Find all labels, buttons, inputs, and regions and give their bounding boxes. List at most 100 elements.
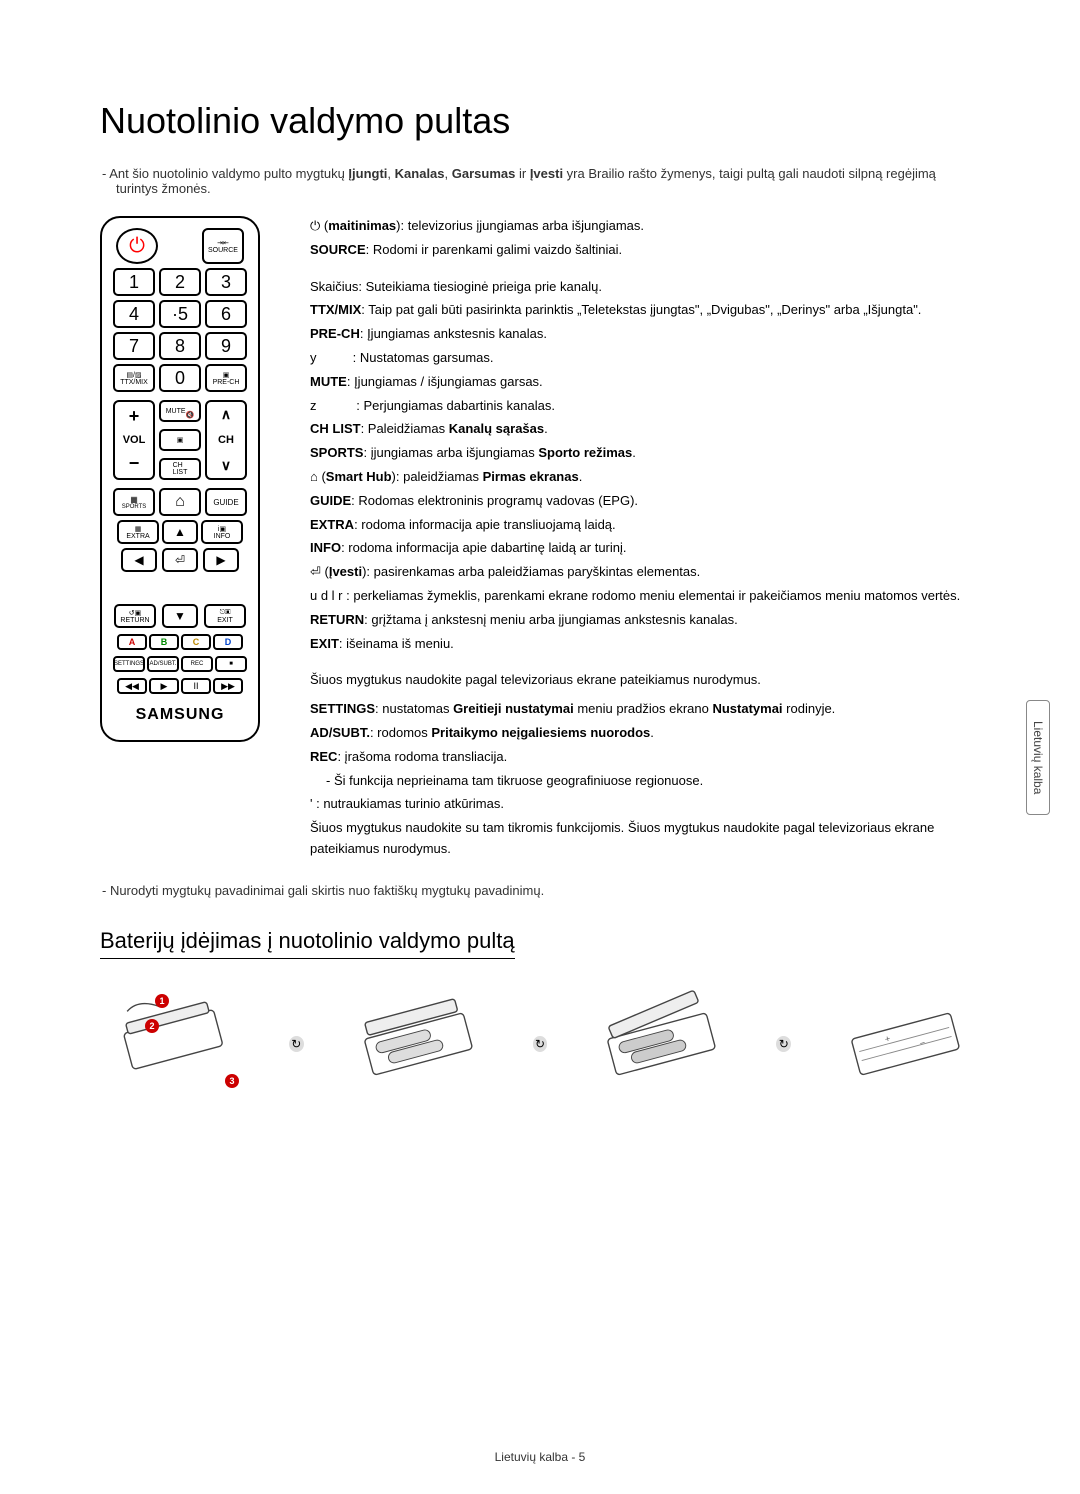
text: : Taip pat gali būti pasirinkta parinkti… <box>361 302 921 317</box>
arrow-icon: ↻ <box>776 1036 791 1052</box>
text: INFO <box>214 533 231 540</box>
text: Pirmas ekranas <box>483 469 579 484</box>
text: ▦ <box>135 525 142 533</box>
text: REC <box>310 749 337 764</box>
text: Įvesti <box>329 564 362 579</box>
text: Greitieji nustatymai <box>453 701 574 716</box>
text: CH <box>218 434 234 446</box>
text: : rodoma informacija apie dabartinę laid… <box>341 540 626 555</box>
battery-fig-3 <box>587 989 736 1099</box>
text: : nustatomas <box>375 701 453 716</box>
dpad-enter: ⏎ <box>162 548 198 572</box>
text: RETURN <box>310 612 364 627</box>
arrow-icon: ↻ <box>533 1036 548 1052</box>
info-button: i▣INFO <box>201 520 243 544</box>
channel-block: ∧ CH ∨ <box>205 400 247 480</box>
color-c: C <box>181 634 211 650</box>
text: ⏎ ( <box>310 564 329 579</box>
text: ↺▣ <box>129 609 141 617</box>
stop-button: ■ <box>215 656 247 672</box>
remote-diagram: ⏻ ⇥⇤ SOURCE 1 2 3 4 ·5 6 7 8 9 <box>100 216 280 863</box>
desc-enter: ⏎ (Įvesti): pasirenkamas arba paleidžiam… <box>310 562 980 583</box>
badge-2: 2 <box>145 1019 159 1033</box>
text <box>317 398 357 413</box>
text: SOURCE <box>208 247 238 254</box>
text: . <box>544 421 548 436</box>
sports-button: ▦SPORTS <box>113 488 155 516</box>
chlist-button: CH LIST <box>159 458 201 480</box>
prech-button: ▣ PRE-CH <box>205 364 247 392</box>
num-1: 1 <box>113 268 155 296</box>
text: TTX/MIX <box>310 302 361 317</box>
text <box>317 350 353 365</box>
main-layout: ⏻ ⇥⇤ SOURCE 1 2 3 4 ·5 6 7 8 9 <box>100 216 980 863</box>
source-button: ⇥⇤ SOURCE <box>202 228 244 264</box>
desc-arrows: u d l r : perkeliamas žymeklis, parenkam… <box>310 586 980 607</box>
text: : Perjungiamas dabartinis kanalas. <box>356 398 555 413</box>
text: : grįžtama į ankstesnį meniu arba įjungi… <box>364 612 738 627</box>
dpad: ▦EXTRA ▲ i▣INFO ◀ ⏎ ▶ <box>115 520 245 600</box>
text: , <box>445 166 452 181</box>
extra-button: ▦EXTRA <box>117 520 159 544</box>
text: : rodomos <box>370 725 431 740</box>
samsung-logo: SAMSUNG <box>110 706 250 724</box>
battery-heading: Baterijų įdėjimas į nuotolinio valdymo p… <box>100 928 515 959</box>
color-b: B <box>149 634 179 650</box>
badge-1: 1 <box>155 994 169 1008</box>
desc-info: INFO: rodoma informacija apie dabartinę … <box>310 538 980 559</box>
text: INFO <box>310 540 341 555</box>
page-title: Nuotolinio valdymo pultas <box>100 100 980 142</box>
text: : Įjungiamas ankstesnis kanalas. <box>360 326 547 341</box>
descriptions: ⏻ (maitinimas): televizorius įjungiamas … <box>310 216 980 863</box>
text: . <box>650 725 654 740</box>
desc-chlist: CH LIST: Paleidžiamas Kanalų sąrašas. <box>310 419 980 440</box>
text: Kanalų sąrašas <box>449 421 544 436</box>
desc-numbers: Skaičius: Suteikiama tiesioginė prieiga … <box>310 277 980 298</box>
text: ⏻ ( <box>310 218 328 233</box>
text: SOURCE <box>310 242 366 257</box>
mid-buttons: MUTE🔇 ▣ CH LIST <box>159 400 201 480</box>
text: rodinyje. <box>783 701 836 716</box>
battery-fig-2 <box>344 989 493 1099</box>
num-6: 6 <box>205 300 247 328</box>
text: MUTE <box>166 408 186 415</box>
text: Sporto režimas <box>538 445 632 460</box>
text: Nustatymai <box>712 701 782 716</box>
text: AD/SUBT. <box>310 725 370 740</box>
text: Garsumas <box>452 166 516 181</box>
text: , <box>387 166 394 181</box>
desc-channel: z : Perjungiamas dabartinis kanalas. <box>310 396 980 417</box>
return-button: ↺▣RETURN <box>114 604 156 628</box>
desc-stop: ' : nutraukiamas turinio atkūrimas. <box>310 794 980 815</box>
mute-button: MUTE🔇 <box>159 400 201 422</box>
text: EXTRA <box>310 517 354 532</box>
desc-mute: MUTE: Įjungiamas / išjungiamas garsas. <box>310 372 980 393</box>
num-7: 7 <box>113 332 155 360</box>
text: Kanalas <box>395 166 445 181</box>
text: i▣ <box>218 525 226 533</box>
power-button: ⏻ <box>116 228 158 264</box>
desc-playback-note: Šiuos mygtukus naudokite su tam tikromis… <box>310 818 980 860</box>
battery-fig-4: + − <box>831 989 980 1099</box>
footnote: - Nurodyti mygtukų pavadinimai gali skir… <box>100 883 980 898</box>
text: : išeinama iš meniu. <box>339 636 454 651</box>
desc-settings: SETTINGS: nustatomas Greitieji nustatyma… <box>310 699 980 720</box>
guide-button: GUIDE <box>205 488 247 516</box>
color-a: A <box>117 634 147 650</box>
color-d: D <box>213 634 243 650</box>
desc-volume: y : Nustatomas garsumas. <box>310 348 980 369</box>
pause-button: II <box>181 678 211 694</box>
num-0: 0 <box>159 364 201 392</box>
text: Smart Hub <box>326 469 392 484</box>
settings-button: SETTINGS <box>113 656 145 672</box>
text: PRE-CH <box>310 326 360 341</box>
volume-block: + VOL − <box>113 400 155 480</box>
desc-source: SOURCE: Rodomi ir parenkami galimi vaizd… <box>310 240 980 261</box>
text: MUTE <box>310 374 347 389</box>
desc-smarthub: ⌂ (Smart Hub): paleidžiamas Pirmas ekran… <box>310 467 980 488</box>
text: meniu pradžios ekrano <box>574 701 713 716</box>
num-4: 4 <box>113 300 155 328</box>
play-button: ▶ <box>149 678 179 694</box>
dpad-down: ▼ <box>162 604 198 628</box>
text: EXTRA <box>126 533 149 540</box>
